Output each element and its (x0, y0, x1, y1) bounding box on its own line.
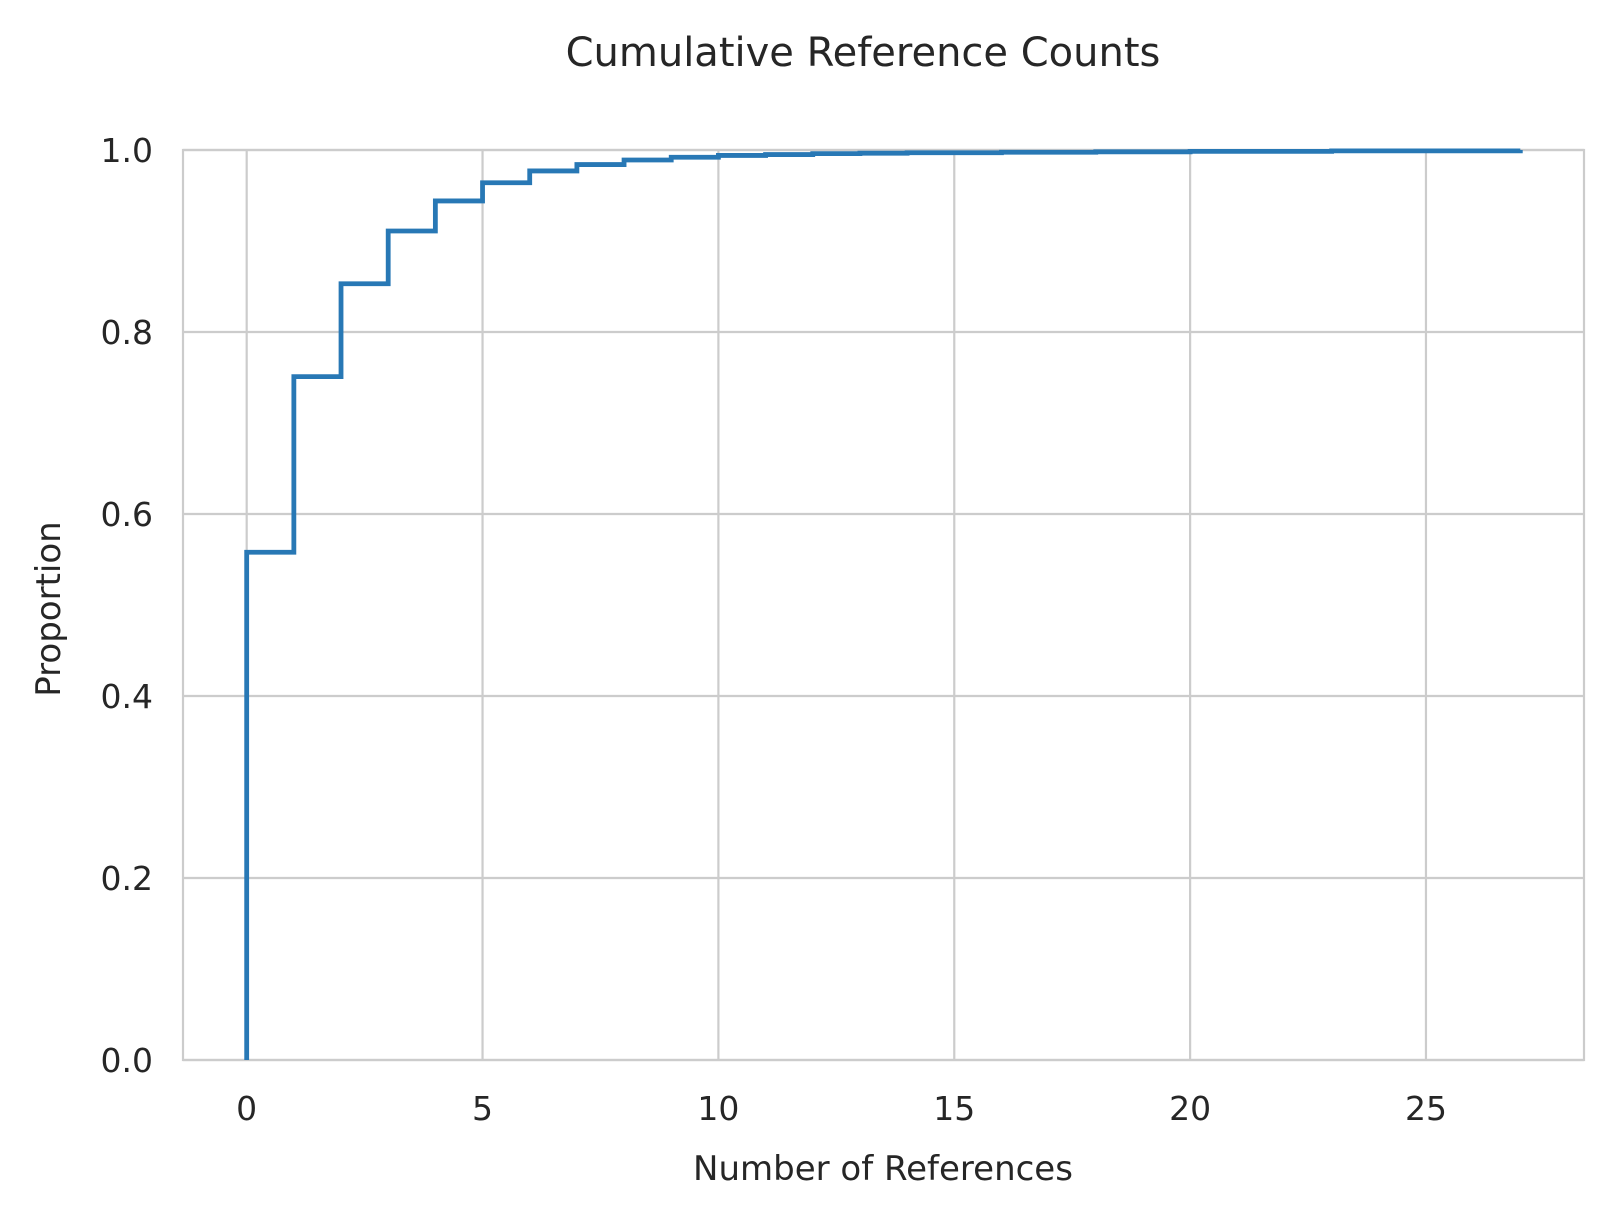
y-axis-label: Proportion (29, 521, 69, 696)
y-tick-label: 1.0 (101, 131, 153, 170)
x-tick-label: 10 (697, 1089, 739, 1128)
y-tick-label: 0.8 (101, 313, 153, 352)
y-tick-label: 0.6 (101, 495, 153, 534)
x-tick-label: 0 (236, 1089, 257, 1128)
x-tick-label: 20 (1169, 1089, 1211, 1128)
y-tick-labels: 0.0 0.2 0.4 0.6 0.8 1.0 (101, 131, 153, 1080)
x-tick-labels: 0 5 10 15 20 25 (236, 1089, 1447, 1128)
x-tick-label: 25 (1405, 1089, 1447, 1128)
x-axis-label: Number of References (693, 1149, 1073, 1189)
x-tick-label: 5 (472, 1089, 493, 1128)
y-tick-label: 0.0 (101, 1041, 153, 1080)
y-tick-label: 0.2 (101, 859, 153, 898)
grid-layer (183, 148, 1584, 1062)
y-tick-label: 0.4 (101, 677, 153, 716)
x-tick-label: 15 (933, 1089, 975, 1128)
ecdf-series-line (244, 148, 1523, 1060)
chart-title: Cumulative Reference Counts (566, 30, 1161, 76)
plot-frame (181, 148, 1586, 1062)
series-layer (244, 148, 1523, 1060)
